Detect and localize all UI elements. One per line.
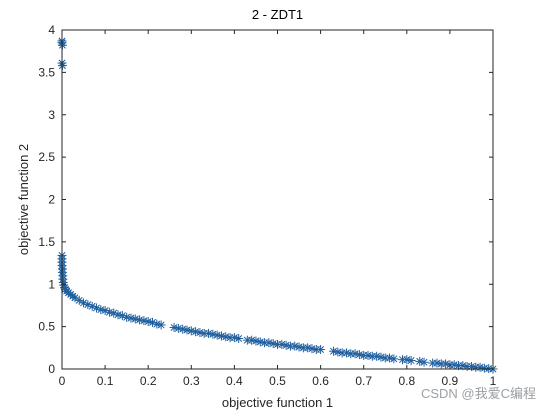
x-tick-label: 0.9	[442, 374, 459, 388]
data-point	[316, 345, 326, 355]
x-tick-label: 0.8	[398, 374, 415, 388]
data-point	[281, 340, 291, 350]
x-tick-label: 0.6	[312, 374, 329, 388]
x-axis-label: objective function 1	[222, 395, 333, 410]
y-tick-label: 0.5	[38, 320, 55, 334]
data-point	[354, 350, 364, 360]
y-tick-label: 3.5	[38, 65, 55, 79]
y-tick-label: 0	[48, 362, 55, 376]
data-point	[406, 356, 416, 366]
data-point	[234, 333, 244, 343]
y-tick-label: 1.5	[38, 235, 55, 249]
data-point	[341, 348, 351, 358]
x-tick-label: 0.5	[269, 374, 286, 388]
data-point	[186, 326, 196, 336]
data-point	[419, 357, 429, 367]
y-tick-label: 3	[48, 108, 55, 122]
data-point	[363, 350, 373, 360]
data-points	[57, 36, 498, 374]
x-tick-label: 0	[59, 374, 66, 388]
chart-title: 2 - ZDT1	[252, 7, 303, 22]
x-tick-label: 0.1	[97, 374, 114, 388]
y-tick-label: 2	[48, 193, 55, 207]
data-point	[216, 331, 226, 341]
data-point	[333, 347, 343, 357]
data-point	[415, 356, 425, 366]
watermark-text: CSDN @我爱C编程	[421, 386, 536, 401]
x-tick-label: 0.3	[183, 374, 200, 388]
data-point	[191, 327, 201, 337]
data-point	[247, 335, 257, 345]
data-point	[195, 328, 205, 338]
y-tick-label: 4	[48, 23, 55, 37]
x-tick-label: 1	[490, 374, 497, 388]
axis-ticks: 0 0.1 0.2 0.3 0.4 0.5 0.6 0.7 0.8 0.9 1 0 0.5 1 1.5 2 2.…	[38, 23, 496, 388]
y-tick-label: 2.5	[38, 150, 55, 164]
y-axis-label: objective function 2	[16, 144, 31, 255]
x-tick-label: 0.7	[355, 374, 372, 388]
data-point	[389, 354, 399, 364]
data-point	[104, 307, 114, 317]
y-tick-label: 1	[48, 277, 55, 291]
data-point	[178, 324, 188, 334]
x-tick-label: 0.4	[226, 374, 243, 388]
x-tick-label: 0.2	[140, 374, 157, 388]
data-point	[156, 320, 166, 330]
